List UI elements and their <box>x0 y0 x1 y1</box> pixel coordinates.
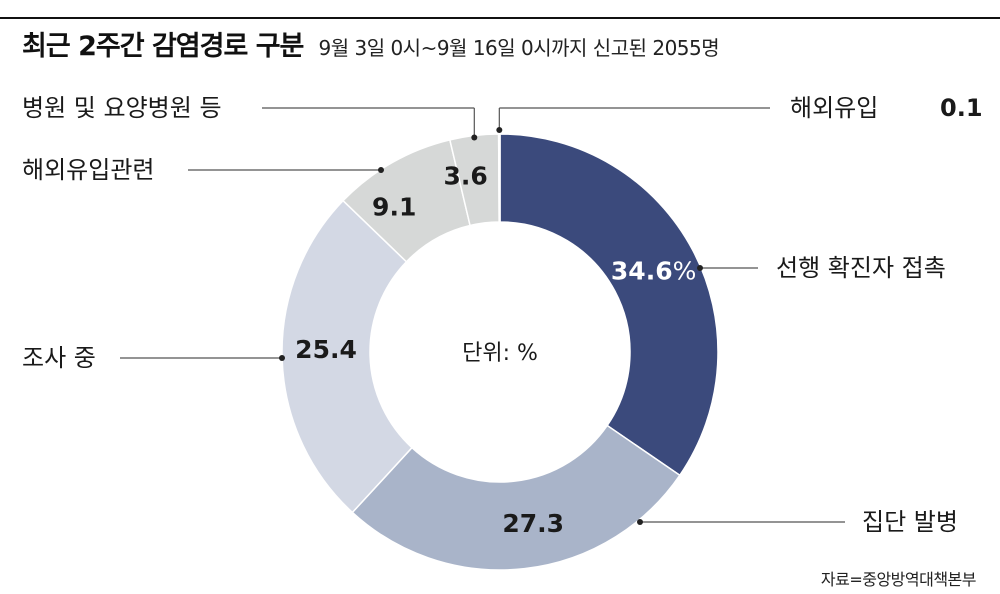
chart-subtitle: 9월 3일 0시~9월 16일 0시까지 신고된 2055명 <box>318 36 720 60</box>
leader-dot <box>637 519 643 525</box>
chart-title: 최근 2주간 감염경로 구분 <box>22 31 304 62</box>
leader-dot <box>697 265 703 271</box>
slice-value-label: 9.1 <box>372 192 416 221</box>
donut-slice <box>351 424 681 571</box>
slice-value-label: 0.1 <box>940 94 983 122</box>
title-row: 최근 2주간 감염경로 구분 9월 3일 0시~9월 16일 0시까지 신고된 … <box>22 24 720 63</box>
category-label: 선행 확진자 접촉 <box>776 254 946 282</box>
donut-slice <box>497 133 501 223</box>
leader-dot <box>378 167 384 173</box>
leader-dot <box>471 134 478 141</box>
category-label: 병원 및 요양병원 등 <box>22 94 222 122</box>
slice-value-label: 27.3 <box>502 509 564 538</box>
donut-slice <box>281 199 414 514</box>
category-label: 해외유입관련 <box>22 156 154 184</box>
category-label: 해외유입 <box>790 94 878 122</box>
category-label: 조사 중 <box>22 344 96 372</box>
top-rule <box>0 17 1000 19</box>
slice-value-label: 3.6 <box>444 161 488 190</box>
source-note: 자료=중앙방역대책본부 <box>820 570 977 589</box>
leader-dot <box>279 355 285 361</box>
slice-value-label: 25.4 <box>295 335 357 364</box>
donut-slice <box>499 133 719 477</box>
slice-value-label: 34.6% <box>611 256 696 285</box>
category-label: 집단 발병 <box>862 508 958 536</box>
leader-dot <box>496 127 503 134</box>
center-unit-label: 단위: % <box>462 341 538 366</box>
